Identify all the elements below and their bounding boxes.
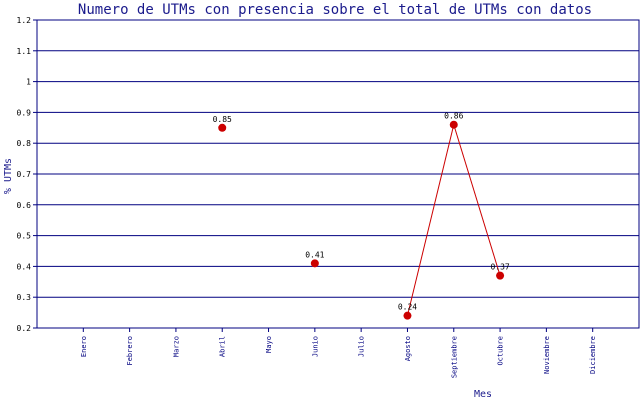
data-label: 0.37	[490, 263, 509, 272]
series-lines	[406, 124, 501, 316]
data-label: 0.86	[444, 112, 463, 121]
x-tick-label: Enero	[80, 336, 88, 357]
x-axis-label: Mes	[474, 389, 492, 400]
y-tick-label: 0.5	[17, 232, 32, 241]
x-tick-label: Marzo	[172, 336, 180, 357]
data-label: 0.24	[398, 303, 417, 312]
x-tick-label: Mayo	[265, 336, 273, 353]
data-point-agosto	[403, 311, 412, 320]
y-tick-label: 0.9	[17, 108, 32, 117]
y-tick-label: 0.7	[17, 170, 32, 179]
y-tick-label: 0.4	[17, 262, 32, 271]
x-tick-label: Agosto	[404, 336, 412, 361]
x-tick-label: Octubre	[497, 336, 505, 366]
data-point-junio	[310, 259, 319, 268]
data-label: 0.41	[305, 250, 324, 259]
data-label: 0.85	[213, 115, 232, 124]
x-tick-label: Noviembre	[543, 336, 551, 374]
y-tick-label: 0.6	[17, 201, 32, 210]
x-tick-label: Junio	[311, 336, 319, 357]
grid-lines	[33, 19, 639, 332]
data-labels: 0.85 0.41 0.24 0.86 0.37	[213, 112, 510, 312]
x-tick-label: Julio	[358, 336, 366, 357]
x-tick-labels: Enero Febrero Marzo Abril Mayo Junio Julio Agos…	[80, 336, 597, 378]
y-tick-label: 1.1	[17, 47, 32, 56]
plot-frame	[36, 19, 640, 329]
data-point-septiembre	[449, 120, 458, 129]
y-tick-label: 1.2	[17, 16, 32, 25]
x-tick-label: Abril	[219, 336, 227, 357]
y-tick-labels: 0.2 0.3 0.4 0.5 0.6 0.7 0.8 0.9 1 1.1 1.2	[17, 16, 32, 333]
x-tick-label: Septiembre	[450, 336, 458, 378]
x-tick-label: Diciembre	[589, 336, 597, 374]
chart-title: Numero de UTMs con presencia sobre el to…	[78, 2, 592, 18]
y-tick-label: 0.8	[17, 139, 32, 148]
y-tick-label: 1	[26, 78, 31, 87]
series-segment	[406, 124, 455, 316]
y-tick-label: 0.2	[17, 324, 32, 333]
y-axis-label: % UTMs	[3, 158, 14, 194]
data-point-abril	[218, 123, 227, 132]
series-segment	[453, 124, 501, 276]
x-tick-label: Febrero	[126, 336, 134, 366]
data-points	[218, 120, 505, 320]
data-point-octubre	[496, 271, 505, 280]
y-tick-label: 0.3	[17, 293, 32, 302]
